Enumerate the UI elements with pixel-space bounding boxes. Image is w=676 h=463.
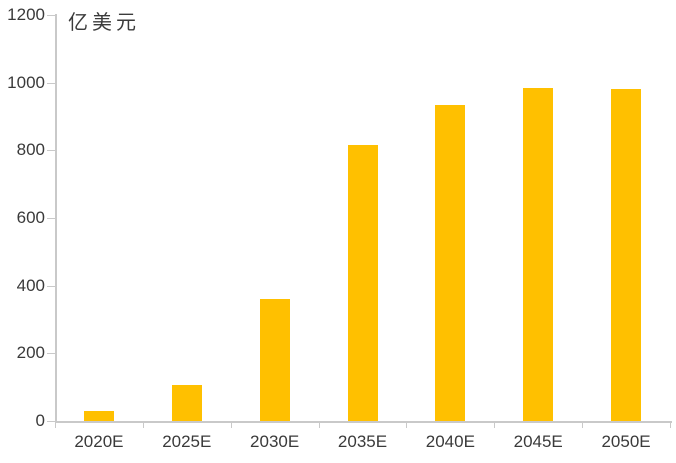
y-tick-mark [47, 218, 55, 219]
x-tick-label: 2030E [250, 432, 300, 451]
x-tick-label: 2025E [162, 432, 212, 451]
y-tick-mark [47, 353, 55, 355]
x-tick-label: 2020E [74, 432, 124, 451]
y-tick-mark [47, 82, 55, 84]
x-tick-label: 2050E [601, 432, 651, 451]
y-tick-label: 1000 [7, 72, 45, 92]
y-tick-label: 600 [16, 208, 45, 227]
bar-2035E [347, 145, 378, 421]
bar-2020E [83, 410, 114, 421]
x-tick-label: 2035E [337, 432, 388, 451]
x-tick-mark [494, 421, 496, 428]
x-axis-line [55, 421, 672, 423]
y-tick-label: 800 [16, 140, 45, 160]
bar-2025E [171, 385, 202, 421]
y-tick-label: 400 [16, 275, 45, 295]
y-tick-label: 200 [16, 343, 45, 363]
bar-2040E [435, 104, 466, 421]
y-axis-line [55, 14, 57, 423]
x-tick-mark [230, 421, 232, 428]
y-tick-label: 1200 [7, 5, 45, 24]
x-tick-label: 2040E [425, 432, 475, 451]
x-tick-mark [55, 421, 56, 428]
x-tick-mark [406, 421, 408, 428]
y-tick-mark [47, 15, 55, 16]
y-tick-mark [47, 150, 55, 152]
y-tick-mark [47, 285, 55, 287]
bar-2045E [523, 87, 554, 421]
x-tick-label: 2045E [513, 432, 563, 451]
y-tick-label: 0 [35, 411, 45, 430]
x-tick-mark [670, 421, 671, 428]
x-tick-mark [318, 421, 320, 428]
bar-2030E [259, 299, 290, 421]
y-axis-unit-label: 亿美元 [68, 10, 140, 34]
y-tick-mark [47, 421, 55, 422]
bar-2050E [611, 89, 642, 421]
x-tick-mark [582, 421, 584, 428]
x-tick-mark [142, 421, 144, 428]
